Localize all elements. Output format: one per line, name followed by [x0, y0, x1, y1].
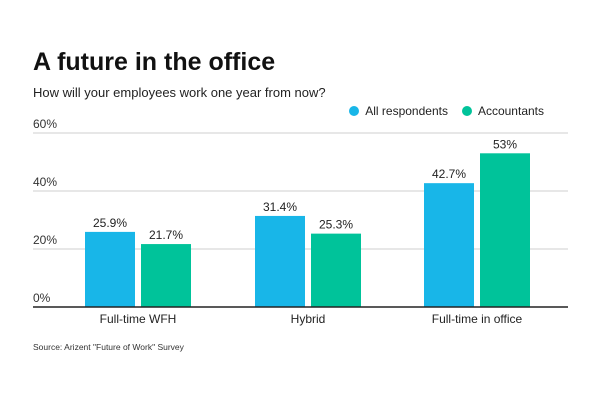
- x-category-label: Hybrid: [291, 312, 326, 326]
- bar-all-respondents: [85, 231, 135, 307]
- y-tick-label: 20%: [33, 233, 57, 247]
- data-label: 25.3%: [319, 218, 353, 232]
- data-label: 42.7%: [432, 167, 466, 181]
- x-category-label: Full-time in office: [432, 312, 523, 326]
- chart-subtitle: How will your employees work one year fr…: [33, 85, 326, 100]
- legend-item-all-respondents: All respondents: [349, 104, 448, 118]
- y-tick-label: 40%: [33, 175, 57, 189]
- y-tick-label: 0%: [33, 291, 51, 305]
- x-category-label: Full-time WFH: [100, 312, 177, 326]
- data-label: 25.9%: [93, 216, 127, 230]
- chart-title: A future in the office: [33, 48, 276, 76]
- bar-accountants: [311, 233, 361, 307]
- bar-all-respondents: [255, 215, 305, 307]
- data-label: 31.4%: [263, 200, 297, 214]
- bar-accountants: [141, 244, 191, 307]
- legend-swatch-all-respondents: [349, 106, 360, 116]
- legend-label-all-respondents: All respondents: [365, 104, 448, 118]
- legend-label-accountants: Accountants: [477, 104, 544, 118]
- chart-legend: All respondents Accountants: [335, 104, 544, 118]
- y-tick-label: 60%: [33, 117, 57, 131]
- legend-swatch-accountants: [461, 106, 472, 116]
- data-label: 21.7%: [149, 228, 183, 242]
- bar-all-respondents: [424, 183, 474, 307]
- data-label: 53%: [493, 137, 517, 151]
- legend-item-accountants: Accountants: [461, 104, 544, 118]
- bar-accountants: [480, 153, 530, 307]
- source-note: Source: Arizent "Future of Work" Survey: [33, 342, 184, 352]
